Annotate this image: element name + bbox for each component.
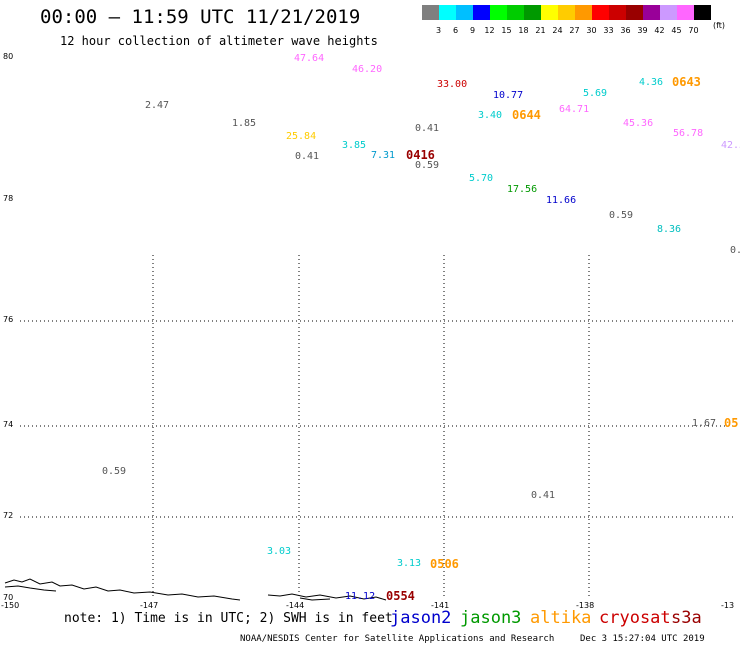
color-scale-label: 70: [688, 26, 699, 35]
color-scale-label: 6: [452, 26, 459, 35]
color-scale-swatch: [609, 5, 626, 20]
swh-value: 0.41: [531, 490, 556, 501]
lon-label-135: -13: [721, 601, 735, 610]
color-scale-label: 15: [501, 26, 512, 35]
swh-value: 8.36: [657, 224, 682, 235]
lon-label-147: -147: [140, 601, 159, 610]
legend-altika: altika: [530, 608, 592, 628]
swh-value: 10.77: [493, 90, 524, 101]
swh-value: 0.41: [295, 151, 320, 162]
color-scale-label: 12: [484, 26, 495, 35]
color-scale-label: 3: [435, 26, 442, 35]
color-scale-swatch: [541, 5, 558, 20]
color-scale-label: 42: [654, 26, 665, 35]
lon-label-144: -144: [286, 601, 305, 610]
color-scale-swatch: [473, 5, 490, 20]
pass-time-label: 0643: [672, 75, 701, 89]
swh-value: 5.70: [469, 173, 494, 184]
color-scale-swatch: [456, 5, 473, 20]
credit-line: NOAA/NESDIS Center for Satellite Applica…: [240, 634, 555, 644]
swh-value: 1.85: [232, 118, 257, 129]
swh-value: 3.85: [342, 140, 367, 151]
color-scale-swatch: [643, 5, 660, 20]
swh-value: 33.00: [437, 79, 468, 90]
color-scale-unit: (ft): [713, 21, 726, 30]
swh-value: 0.59: [609, 210, 634, 221]
swh-value: 0.59: [415, 160, 440, 171]
color-scale-label: 18: [518, 26, 529, 35]
color-scale-label: 27: [569, 26, 580, 35]
swh-value: 3.40: [478, 110, 503, 121]
swh-value: 7.31: [371, 150, 396, 161]
swh-value: 17.56: [507, 184, 538, 195]
footnote: note: 1) Time is in UTC; 2) SWH is in fe…: [64, 611, 393, 626]
swh-value: 11.66: [546, 195, 577, 206]
swh-value: 42.5: [721, 140, 740, 151]
swh-value: 11.12: [345, 591, 376, 602]
swh-value: 56.78: [673, 128, 704, 139]
chart-subtitle: 12 hour collection of altimeter wave hei…: [60, 34, 378, 48]
color-scale-label: 24: [552, 26, 563, 35]
color-scale-label: 36: [620, 26, 631, 35]
swh-value: 46.20: [352, 64, 383, 75]
swh-value: 4.36: [639, 77, 664, 88]
swh-value: 0.: [730, 245, 740, 256]
legend-jason3: jason3: [460, 608, 522, 628]
lat-label-76: 76: [3, 315, 14, 324]
swh-value: 1.67: [692, 418, 717, 429]
color-scale-swatch: [439, 5, 456, 20]
swh-value: 45.36: [623, 118, 654, 129]
lat-label-72: 72: [3, 511, 14, 520]
color-scale-swatch: [660, 5, 677, 20]
color-scale-swatch: [524, 5, 541, 20]
lat-label-78: 78: [3, 194, 14, 203]
lon-label-150: -150: [1, 601, 20, 610]
swh-value: 47.64: [294, 53, 325, 64]
color-scale-swatch: [575, 5, 592, 20]
lat-label-80: 80: [3, 52, 14, 61]
swh-value: 2.47: [145, 100, 170, 111]
color-scale-swatch: [626, 5, 643, 20]
color-scale-label: 45: [671, 26, 682, 35]
legend-cryosat: cryosat: [599, 608, 671, 628]
legend-s3a: s3a: [671, 608, 702, 628]
chart-title: 00:00 — 11:59 UTC 11/21/2019: [40, 6, 361, 28]
color-scale-label: 30: [586, 26, 597, 35]
pass-time-label: 0506: [430, 557, 459, 571]
lat-label-70: 70: [3, 593, 14, 602]
pass-time-label: 0644: [512, 108, 541, 122]
swh-value: 0.59: [102, 466, 127, 477]
lon-label-138: -138: [576, 601, 595, 610]
pass-time-label: 0416: [406, 148, 435, 162]
color-scale-label: 21: [535, 26, 546, 35]
pass-time-label: 0554: [386, 589, 415, 603]
color-scale-swatch: [422, 5, 439, 20]
color-scale-swatch: [507, 5, 524, 20]
generated-timestamp: Dec 3 15:27:04 UTC 2019: [580, 634, 705, 644]
lat-label-74: 74: [3, 420, 14, 429]
lon-label-141: -141: [431, 601, 450, 610]
swh-value: 25.84: [286, 131, 317, 142]
color-scale-swatch: [677, 5, 694, 20]
pass-time-label: 05: [724, 416, 739, 430]
swh-value: 0.41: [415, 123, 440, 134]
color-scale-swatch: [490, 5, 507, 20]
color-scale-swatch: [558, 5, 575, 20]
legend-jason2: jason2: [390, 608, 452, 628]
swh-value: 64.71: [559, 104, 590, 115]
swh-value: 5.69: [583, 88, 608, 99]
color-scale-label: 33: [603, 26, 614, 35]
color-scale-swatch: [694, 5, 711, 20]
color-scale-label: 39: [637, 26, 648, 35]
swh-value: 3.13: [397, 558, 422, 569]
coastline: [4, 578, 387, 601]
swh-value: 3.03: [267, 546, 292, 557]
color-scale-label: 9: [469, 26, 476, 35]
color-scale-swatch: [592, 5, 609, 20]
